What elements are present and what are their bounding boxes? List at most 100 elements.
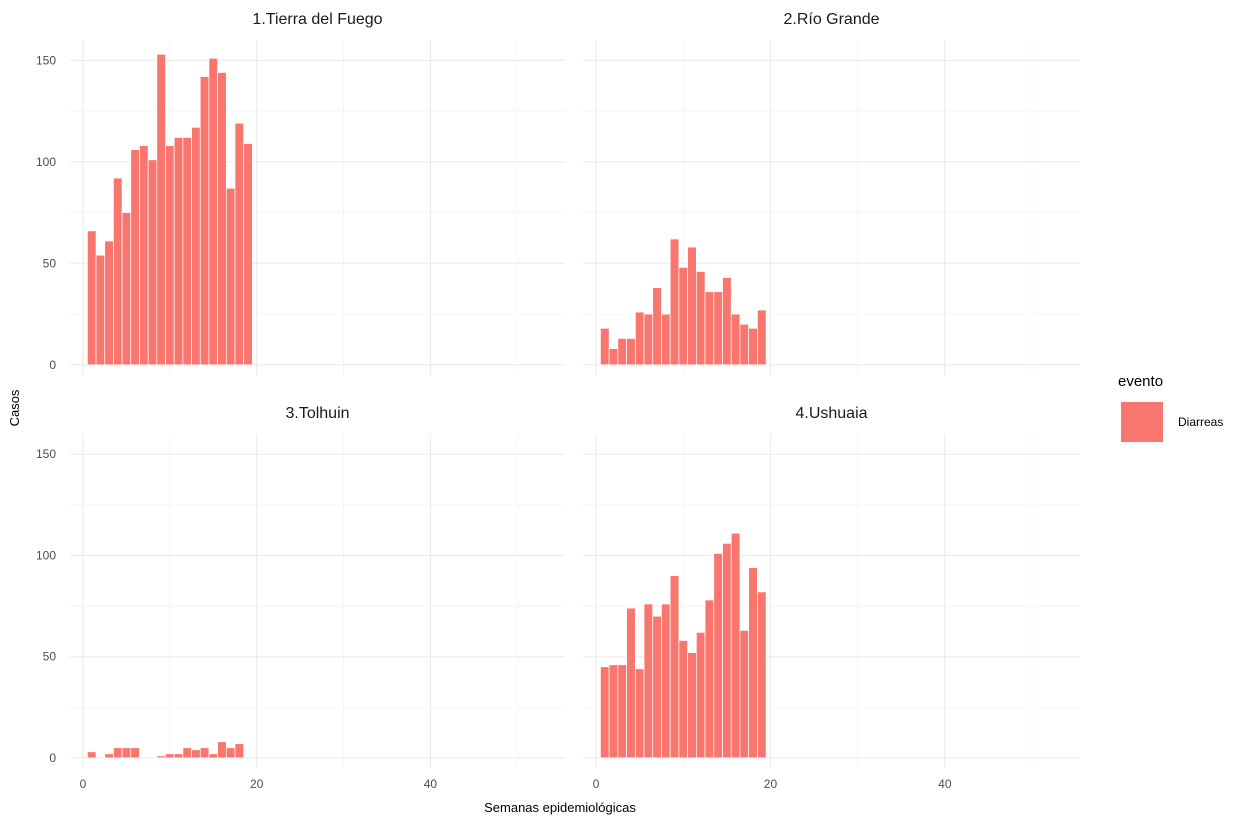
panels: 1.Tierra del Fuego 0 50 100 150 2.Río Grande 3…	[36, 11, 1080, 791]
bar-week-19	[757, 309, 767, 366]
bar-week-17	[739, 630, 750, 759]
bar-week-14	[713, 291, 723, 366]
legend-label-diarreas: Diarreas	[1178, 415, 1223, 429]
bar-week-17	[225, 187, 236, 366]
bar-week-13	[704, 291, 715, 366]
bar-week-9	[669, 575, 680, 759]
bar-week-18	[748, 327, 758, 366]
bar-week-5	[121, 747, 132, 759]
bar-week-10	[165, 753, 175, 759]
bar-week-15	[208, 57, 218, 366]
bar-week-8	[147, 159, 158, 366]
bar-week-10	[165, 145, 175, 366]
bar-week-4	[113, 747, 123, 759]
panel-title: 1.Tierra del Fuego	[252, 11, 382, 28]
bar-week-6	[130, 149, 140, 366]
bar-week-16	[730, 532, 741, 759]
bar-week-18	[234, 743, 245, 759]
bar-week-8	[661, 313, 671, 366]
legend-title: evento	[1118, 373, 1163, 390]
bar-week-13	[191, 126, 201, 366]
bar-week-7	[139, 145, 149, 366]
bar-week-3	[617, 664, 627, 759]
x-tick-label: 0	[593, 777, 600, 791]
bar-week-2	[608, 664, 619, 759]
bar-week-6	[643, 603, 654, 759]
bar-week-5	[634, 668, 645, 759]
y-tick-label: 100	[36, 548, 56, 562]
panel-1-tierra-del-fuego: 1.Tierra del Fuego 0 50 100 150	[36, 11, 565, 375]
bar-week-12	[182, 137, 192, 366]
bar-week-9	[669, 238, 680, 366]
bar-week-1	[87, 751, 97, 759]
bar-week-11	[173, 753, 184, 759]
bar-week-8	[661, 603, 671, 759]
y-tick-label: 100	[36, 155, 56, 169]
bar-week-19	[757, 591, 767, 759]
x-tick-label: 40	[424, 777, 438, 791]
bar-week-15	[722, 277, 732, 366]
x-tick-label: 20	[250, 777, 264, 791]
bar-week-9	[156, 53, 166, 366]
bar-week-12	[696, 632, 706, 759]
bar-week-3	[104, 753, 114, 759]
bar-week-12	[182, 747, 192, 759]
bar-week-6	[130, 747, 140, 759]
bar-week-17	[225, 747, 236, 759]
bar-week-16	[730, 313, 741, 366]
bar-week-1	[600, 666, 610, 759]
bar-week-7	[652, 287, 662, 366]
bar-week-1	[87, 230, 97, 366]
bar-week-14	[199, 747, 210, 759]
panel-title: 4.Ushuaia	[795, 405, 867, 422]
bar-week-19	[243, 143, 253, 366]
y-tick-label: 50	[43, 650, 57, 664]
panel-3-tolhuin: 3.Tolhuin 0 50 100 150 0 20 40	[36, 405, 565, 791]
bar-week-13	[191, 749, 201, 759]
bar-week-18	[748, 567, 758, 759]
bar-week-10	[678, 267, 688, 366]
panel-4-ushuaia: 4.Ushuaia 0 20 40	[583, 405, 1080, 791]
bar-week-14	[713, 553, 723, 759]
y-tick-label: 150	[36, 447, 56, 461]
bar-week-2	[95, 254, 106, 366]
bar-week-15	[722, 542, 732, 759]
bar-week-10	[678, 640, 688, 759]
bar-week-3	[104, 240, 114, 366]
panel-title: 3.Tolhuin	[285, 405, 349, 422]
bar-week-4	[113, 177, 123, 366]
bar-week-17	[739, 323, 750, 366]
bar-week-1	[600, 327, 610, 366]
x-axis-title: Semanas epidemiológicas	[484, 800, 636, 815]
bar-week-16	[217, 741, 227, 759]
bar-week-7	[652, 615, 662, 759]
bar-week-2	[608, 348, 619, 366]
y-tick-label: 0	[49, 358, 56, 372]
bar-week-11	[687, 246, 697, 366]
bar-week-14	[199, 76, 210, 366]
bar-week-9	[156, 755, 166, 759]
bar-week-11	[687, 652, 697, 759]
x-tick-label: 0	[80, 777, 87, 791]
y-tick-label: 0	[49, 751, 56, 765]
bar-week-13	[704, 599, 715, 759]
x-tick-label: 20	[764, 777, 778, 791]
bar-week-3	[617, 338, 627, 366]
bar-week-4	[626, 607, 636, 759]
bar-week-15	[208, 753, 218, 759]
bar-week-16	[217, 72, 227, 366]
bar-week-18	[234, 122, 245, 366]
y-tick-label: 150	[36, 53, 56, 67]
bar-week-4	[626, 338, 636, 366]
bar-week-5	[121, 212, 132, 366]
y-axis-title: Casos	[7, 389, 22, 426]
x-tick-label: 40	[938, 777, 952, 791]
legend: evento Diarreas	[1118, 373, 1223, 442]
bar-week-6	[643, 313, 654, 366]
bar-week-11	[173, 137, 184, 366]
y-tick-label: 50	[43, 256, 57, 270]
bar-week-5	[634, 311, 645, 366]
bar-week-12	[696, 271, 706, 366]
legend-key-diarreas	[1121, 402, 1163, 442]
